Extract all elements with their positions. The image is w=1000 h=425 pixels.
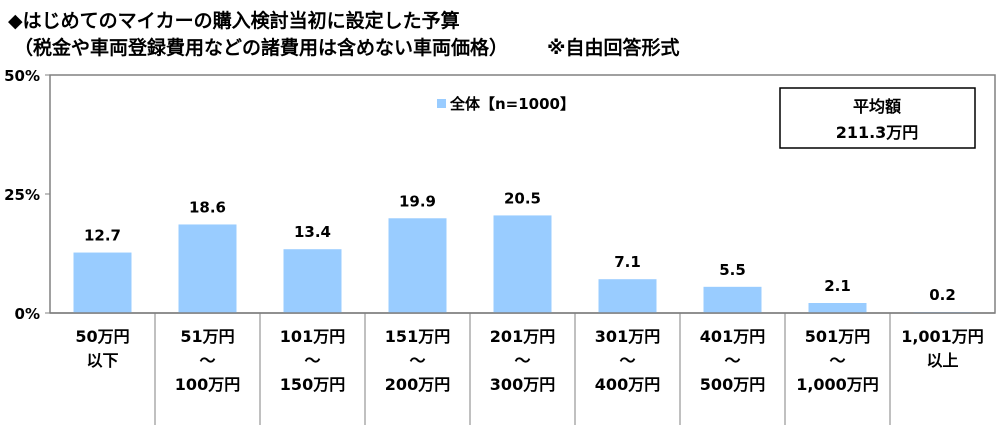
x-tick-label: 401万円: [700, 327, 765, 346]
chart-subtitle: （税金や車両登録費用などの諸費用は含めない車両価格）: [14, 37, 509, 59]
bar: [283, 249, 342, 313]
bar: [598, 279, 657, 313]
x-tick-label: 50万円: [75, 327, 129, 346]
y-tick-label: 25%: [4, 186, 40, 204]
x-tick-label: 400万円: [595, 375, 660, 394]
y-tick-label: 50%: [4, 67, 40, 85]
x-tick-label: 51万円: [180, 327, 234, 346]
bar: [808, 303, 867, 313]
summary-label: 平均額: [853, 97, 901, 116]
x-tick-label: 501万円: [805, 327, 870, 346]
bar: [703, 286, 762, 313]
x-tick-label: 201万円: [490, 327, 555, 346]
data-label: 0.2: [929, 286, 956, 304]
data-label: 12.7: [84, 227, 121, 245]
bar: [73, 252, 132, 313]
data-label: 19.9: [399, 192, 436, 210]
data-label: 2.1: [824, 277, 851, 295]
chart-note: ※自由回答形式: [547, 37, 680, 59]
x-tick-label: 1,000万円: [796, 375, 879, 394]
x-tick-label: ～: [409, 351, 425, 370]
x-tick-label: ～: [829, 351, 845, 370]
x-tick-label: 300万円: [490, 375, 555, 394]
legend-label: 全体【n=1000】: [449, 95, 575, 113]
x-tick-label: 301万円: [595, 327, 660, 346]
data-label: 18.6: [189, 198, 226, 216]
x-tick-label: ～: [619, 351, 635, 370]
data-label: 7.1: [614, 253, 641, 271]
x-tick-label: 101万円: [280, 327, 345, 346]
summary-box: [779, 87, 976, 149]
summary-value: 211.3万円: [836, 123, 919, 142]
y-tick-label: 0%: [15, 305, 40, 323]
x-tick-label: ～: [304, 351, 320, 370]
x-tick-label: 200万円: [385, 375, 450, 394]
bar: [493, 215, 552, 313]
data-label: 20.5: [504, 189, 541, 207]
x-tick-label: 以下: [86, 351, 118, 370]
data-label: 5.5: [719, 261, 746, 279]
x-tick-label: 1,001万円: [901, 327, 984, 346]
x-tick-label: ～: [514, 351, 530, 370]
bar: [178, 224, 237, 313]
x-tick-label: 以上: [926, 351, 958, 370]
chart-title: ◆はじめてのマイカーの購入検討当初に設定した予算: [8, 10, 460, 32]
x-tick-label: 150万円: [280, 375, 345, 394]
x-tick-label: ～: [724, 351, 740, 370]
bar: [388, 218, 447, 313]
x-tick-label: ～: [199, 351, 215, 370]
x-tick-label: 151万円: [385, 327, 450, 346]
data-label: 13.4: [294, 223, 331, 241]
x-tick-label: 500万円: [700, 375, 765, 394]
x-tick-label: 100万円: [175, 375, 240, 394]
legend-swatch: [437, 99, 446, 108]
